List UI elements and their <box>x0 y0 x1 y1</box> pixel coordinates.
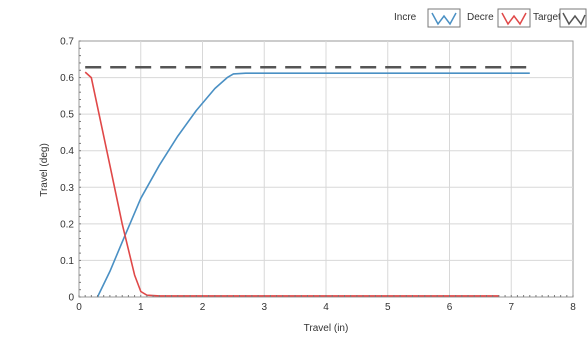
legend-label-incre: Incre <box>394 12 417 23</box>
line-sample-icon <box>501 12 527 26</box>
legend-label-decre: Decre <box>467 12 494 23</box>
x-tick-label: 8 <box>570 302 576 313</box>
y-tick-label: 0.4 <box>60 146 74 157</box>
legend-swatch-decre <box>497 8 531 28</box>
x-axis: 0 1 2 3 4 5 6 7 8 <box>76 295 576 313</box>
legend: Incre Decre Target <box>394 8 587 28</box>
legend-swatch-target <box>559 8 587 28</box>
y-tick-label: 0.7 <box>60 37 74 48</box>
y-tick-label: 0 <box>68 293 74 304</box>
x-tick-label: 3 <box>261 302 267 313</box>
x-tick-label: 2 <box>200 302 206 313</box>
legend-swatch-incre <box>427 8 461 28</box>
y-axis: 0 0.1 0.2 0.3 0.4 0.5 0.6 0.7 <box>60 37 81 304</box>
x-tick-label: 1 <box>138 302 144 313</box>
x-tick-label: 6 <box>447 302 453 313</box>
x-axis-label: Travel (in) <box>304 323 349 334</box>
x-tick-label: 0 <box>76 302 82 313</box>
y-tick-label: 0.2 <box>60 219 74 230</box>
y-axis-label: Travel (deg) <box>39 143 50 197</box>
y-tick-label: 0.3 <box>60 183 74 194</box>
x-tick-label: 4 <box>323 302 329 313</box>
series-line-incre <box>96 72 530 298</box>
line-sample-icon <box>562 12 586 26</box>
y-tick-label: 0.6 <box>60 73 74 84</box>
legend-label-target: Target <box>533 12 561 23</box>
line-sample-icon <box>431 12 457 26</box>
y-tick-label: 0.5 <box>60 110 74 121</box>
grid <box>79 41 573 297</box>
x-tick-label: 7 <box>508 302 514 313</box>
x-tick-label: 5 <box>385 302 391 313</box>
y-tick-label: 0.1 <box>60 256 74 267</box>
